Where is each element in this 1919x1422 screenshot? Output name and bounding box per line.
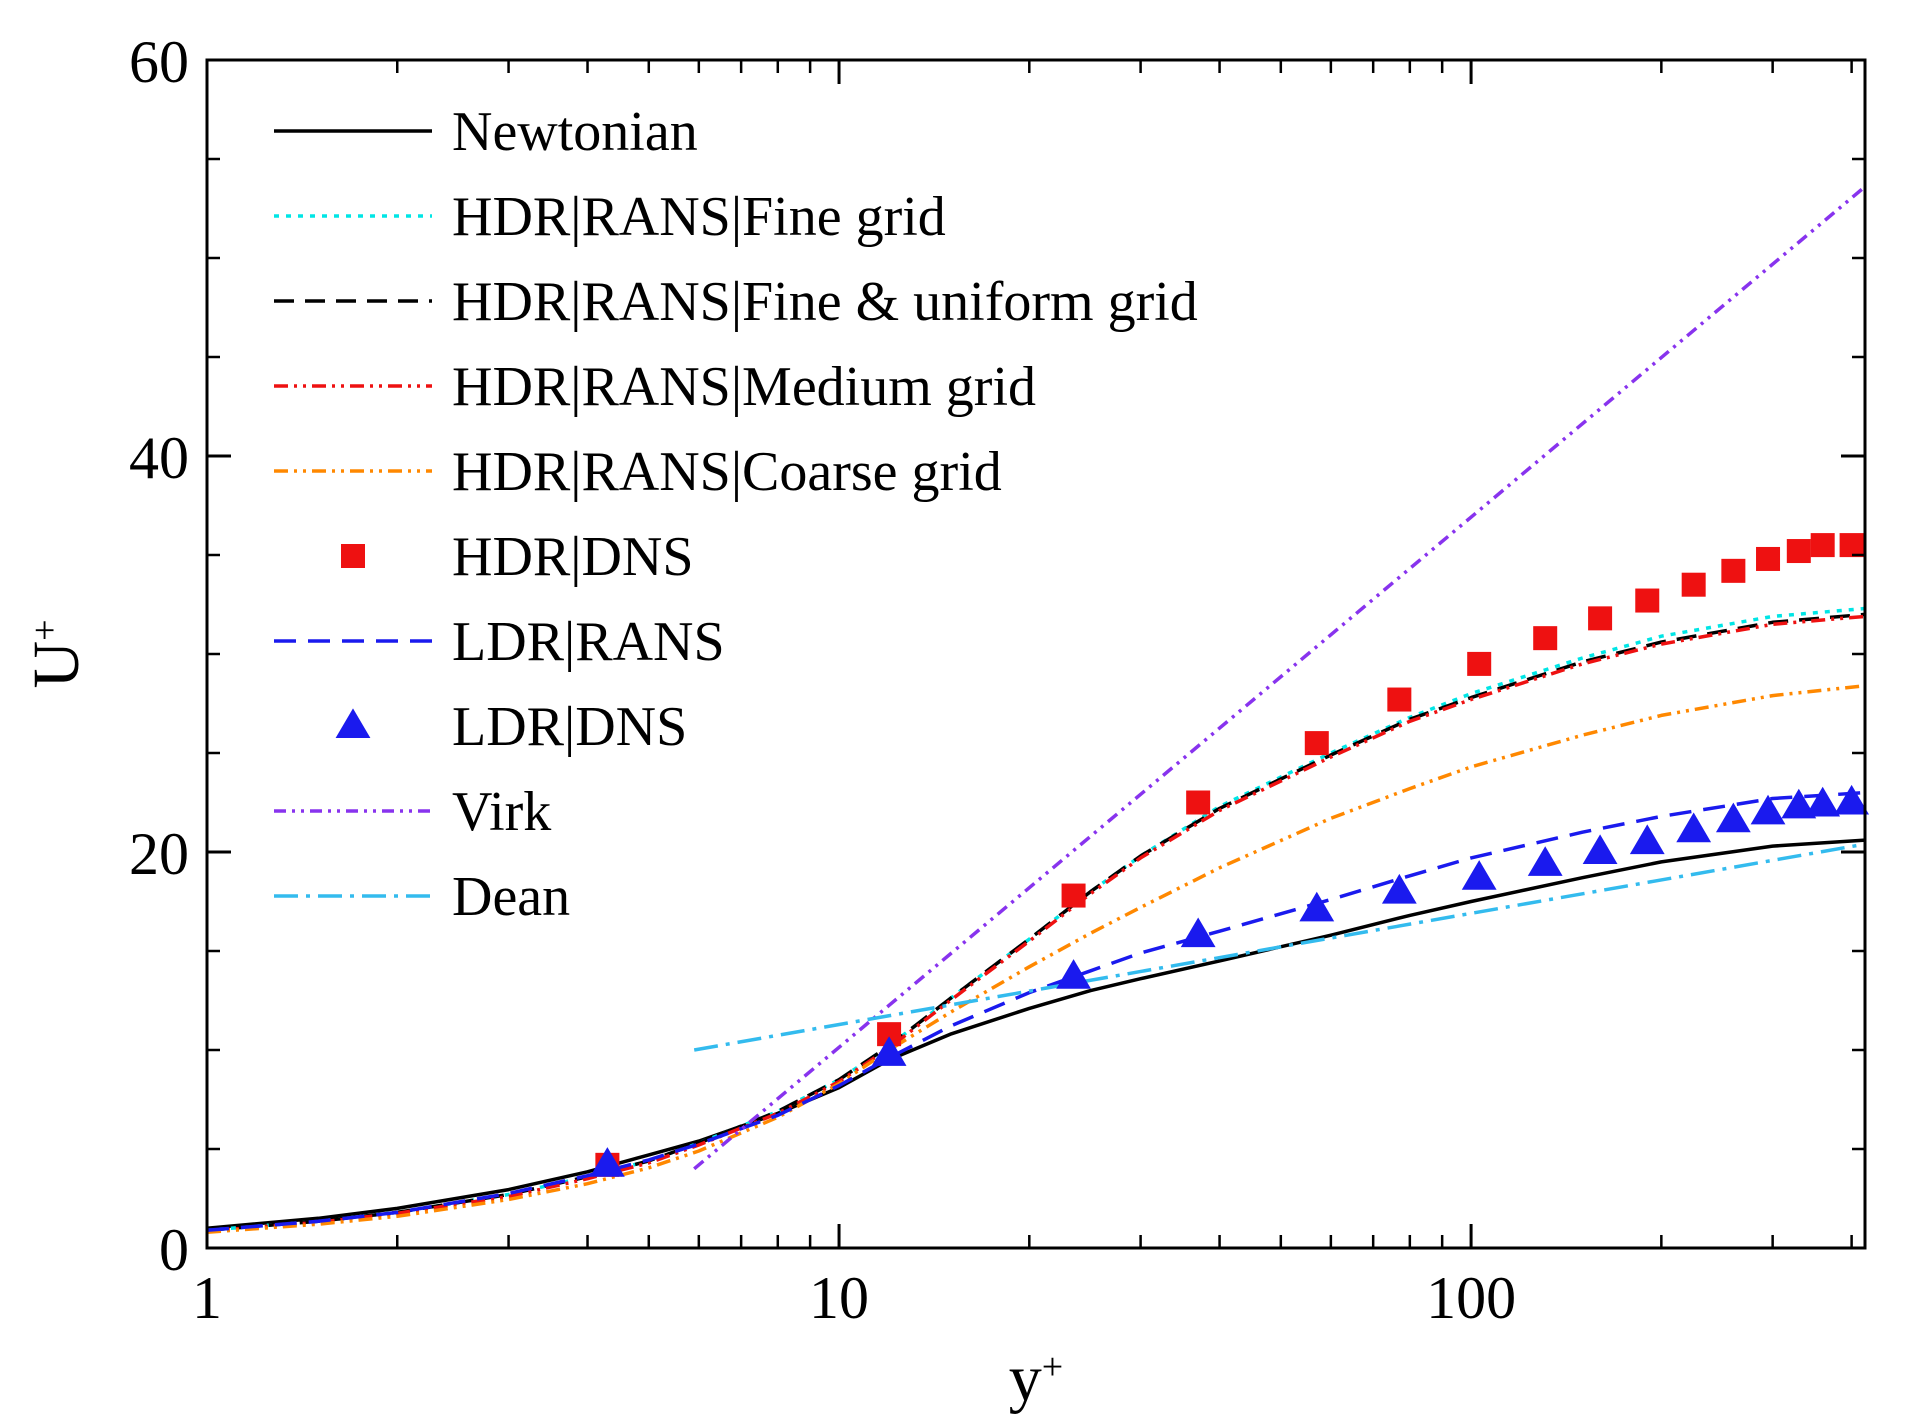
legend-label: LDR|DNS [452,696,687,758]
hdr-dns-point [1681,572,1706,597]
ldr-dns-point [1676,812,1712,843]
ldr-rans-line [206,790,1866,1232]
y-tick-label: 20 [129,821,189,887]
x-axis-title-sup: + [1042,1346,1063,1388]
y-axis-title-sup: + [24,619,66,640]
x-axis-title-main: y [1009,1342,1042,1415]
series-layer [206,185,1870,1234]
newtonian-line [206,838,1866,1230]
ldr-dns-point [1299,891,1335,922]
legend-label: Newtonian [452,101,698,163]
legend-label: HDR|RANS|Medium grid [452,356,1036,418]
legend-entry-newtonian: Newtonian [274,101,698,163]
legend-label: HDR|DNS [452,526,693,588]
y-tick-label: 40 [129,425,189,491]
hdr-dns-point [1467,651,1492,676]
y-axis-title: U+ [20,619,93,688]
legend-entry-virk: Virk [274,781,551,843]
legend-entry-ldr-dns: LDR|DNS [335,696,687,758]
legend-entry-hdr-rans-medium-grid: HDR|RANS|Medium grid [274,356,1036,418]
ldr-dns-point [1461,860,1497,890]
hdr-dns-point [1186,790,1211,815]
hdr-dns-point [1061,883,1086,908]
legend-entry-hdr-rans-coarse-grid: HDR|RANS|Coarse grid [274,441,1002,503]
legend-label: LDR|RANS [452,611,725,673]
hdr-rans-coarse-grid-line [206,683,1866,1234]
legend-label: Dean [452,866,570,928]
ldr-dns-point [1629,824,1665,855]
legend-swatch [341,544,365,568]
ldr-dns-point [1582,834,1618,864]
hdr-dns-point [1721,558,1746,583]
dean-line [693,842,1866,1052]
ldr-dns-point [1750,794,1786,825]
ldr-dns-point [589,1147,625,1177]
ldr-dns-point [1805,786,1841,817]
x-tick-label: 100 [1426,1265,1516,1331]
virk-line [693,185,1867,1171]
ldr-dns-point [1781,788,1817,819]
legend-entry-ldr-rans: LDR|RANS [274,611,725,673]
ldr-dns-point [1180,917,1216,948]
legend-entry-hdr-dns: HDR|DNS [341,526,693,588]
y-axis-title-main: U [20,641,93,689]
hdr-dns-point [1786,539,1811,564]
legend: Newtonian HDR|RANS|Fine grid HDR|RANS|Fine… [274,101,1198,928]
legend-entry-hdr-rans-fine-grid: HDR|RANS|Fine grid [274,186,946,248]
hdr-dns-point [877,1022,902,1047]
ldr-dns-point [1834,784,1870,815]
legend-label: HDR|RANS|Fine & uniform grid [452,271,1198,333]
ldr-dns-point [1056,959,1091,989]
ldr-dns-point [1381,873,1417,904]
hdr-rans-medium-grid-line [206,614,1866,1233]
legend-swatch [335,708,371,738]
legend-label: Virk [452,781,551,843]
ticks-layer: 1 10 100 0 20 40 60 [129,29,1865,1331]
x-tick-label: 1 [192,1265,222,1331]
legend-label: HDR|RANS|Fine grid [452,186,946,248]
hdr-dns-point [1304,731,1329,756]
hdr-dns-point [1635,588,1660,613]
x-axis-title: y+ [1009,1342,1063,1415]
y-tick-label: 60 [129,29,189,95]
hdr-dns-point [1810,533,1835,558]
legend-entry-dean: Dean [274,866,570,928]
x-tick-label: 10 [809,1265,869,1331]
ldr-dns-point [1527,846,1563,876]
hdr-dns-point [1839,533,1864,558]
hdr-dns-point [1533,626,1558,651]
legend-label: HDR|RANS|Coarse grid [452,441,1002,503]
legend-entry-hdr-rans-fine-uniform-grid: HDR|RANS|Fine & uniform grid [274,271,1198,333]
ldr-dns-point [1715,802,1751,833]
y-tick-label: 0 [159,1217,189,1283]
hdr-dns-point [1756,546,1781,571]
hdr-dns-point [1588,606,1613,631]
ldr-dns-point [871,1036,907,1066]
hdr-dns-point [1387,687,1412,712]
